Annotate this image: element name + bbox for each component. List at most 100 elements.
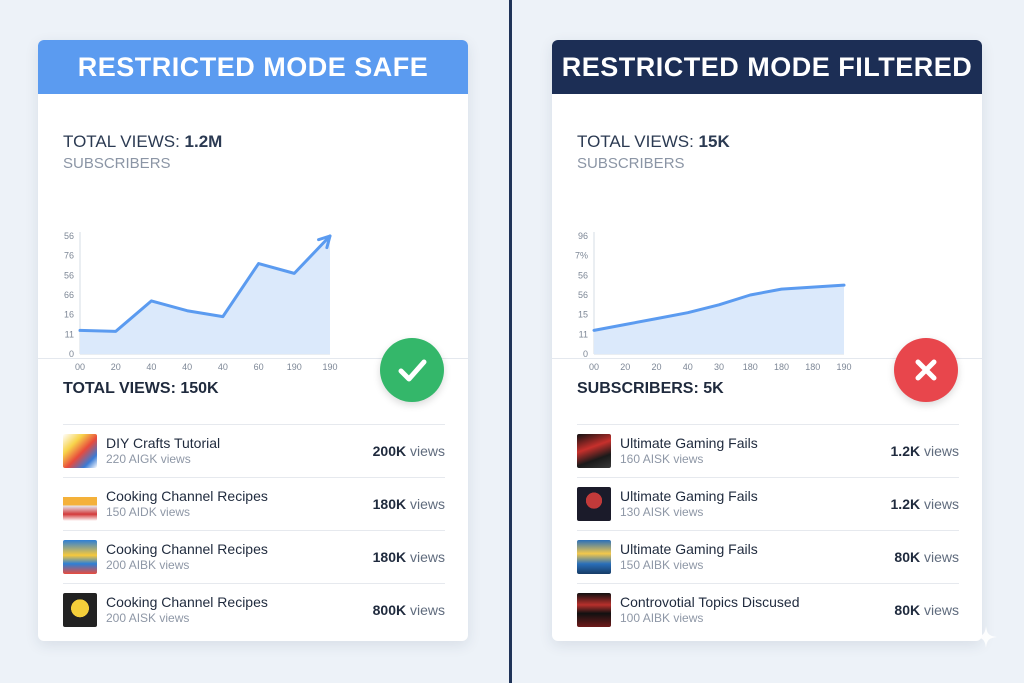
recipe-thumb-icon — [63, 487, 97, 521]
video-meta: 130 AISK views — [620, 505, 704, 519]
views-number: 80K — [894, 549, 921, 565]
list-item[interactable]: Controvotial Topics Discused 100 AIBK vie… — [577, 583, 959, 636]
list-item[interactable]: DIY Crafts Tutorial 220 AIGK views 200K vi… — [63, 424, 445, 477]
filtered-card: RESTRICTED MODE FILTERED TOTAL VIEWS: 15… — [552, 40, 982, 641]
y-tick-label: 16 — [64, 310, 74, 320]
y-tick-label: 96 — [578, 231, 588, 241]
gamer-thumb-icon — [577, 487, 611, 521]
safe-card-header: RESTRICTED MODE SAFE — [38, 40, 468, 94]
x-tick-label: 30 — [714, 362, 724, 372]
y-tick-label: 11 — [579, 329, 588, 339]
badge-thumb-icon — [63, 593, 97, 627]
x-tick-label: 180 — [805, 362, 820, 372]
video-title: Cooking Channel Recipes — [106, 541, 268, 557]
y-tick-label: 7% — [575, 251, 588, 261]
y-tick-label: 56 — [578, 290, 588, 300]
video-text: DIY Crafts Tutorial 220 AIGK views — [106, 435, 373, 467]
video-text: Controvotial Topics Discused 100 AIBK vie… — [620, 594, 894, 626]
views-number: 180K — [372, 549, 407, 565]
list-item[interactable]: Cooking Channel Recipes 200 AISK views 800… — [63, 583, 445, 636]
list-item[interactable]: Ultimate Gaming Fails 150 AIBK views 80K v… — [577, 530, 959, 583]
filtered-views-chart: 96 7% 56 56 15 11 000 20 20 40 30 180 180 180 190 — [575, 231, 852, 372]
views-number: 1.2K — [890, 496, 921, 512]
video-meta: 150 AIDK views — [106, 505, 191, 519]
views-unit: views — [406, 602, 445, 618]
subscribers-label: SUBSCRIBERS — [577, 155, 685, 172]
x-tick-label: 40 — [683, 362, 693, 372]
video-text: Cooking Channel Recipes 150 AIDK views — [106, 488, 373, 520]
list-item[interactable]: Cooking Channel Recipes 150 AIDK views 180… — [63, 477, 445, 530]
x-tick-label: 00 — [589, 362, 599, 372]
video-text: Cooking Channel Recipes 200 AISK views — [106, 594, 373, 626]
views-unit: views — [920, 443, 959, 459]
video-meta: 200 AISK views — [106, 611, 190, 625]
x-tick-label: 190 — [322, 362, 337, 372]
views-number: 200K — [372, 443, 407, 459]
video-title: Controvotial Topics Discused — [620, 594, 800, 610]
video-list: DIY Crafts Tutorial 220 AIGK views 200K vi… — [63, 424, 445, 636]
y-tick-label: 11 — [65, 329, 74, 339]
views-unit: views — [406, 549, 445, 565]
x-tick-label: 190 — [287, 362, 302, 372]
chart-series-line — [78, 234, 332, 333]
center-divider — [509, 0, 512, 683]
y-tick-label: 0 — [69, 349, 74, 359]
video-text: Ultimate Gaming Fails 160 AISK views — [620, 435, 891, 467]
y-tick-label: 56 — [64, 231, 74, 241]
total-views-label: TOTAL VIEWS: — [63, 132, 185, 151]
video-views: 180K views — [373, 549, 445, 565]
y-tick-label: 0 — [583, 349, 588, 359]
x-tick-label: 190 — [836, 362, 851, 372]
chart-area-fill — [80, 236, 330, 354]
chart-series-line — [592, 283, 846, 332]
video-text: Ultimate Gaming Fails 150 AIBK views — [620, 541, 894, 573]
views-unit: views — [920, 549, 959, 565]
x-tick-label: 180 — [774, 362, 789, 372]
y-tick-label: 56 — [64, 270, 74, 280]
total-views-label: TOTAL VIEWS: — [577, 132, 699, 151]
video-views: 200K views — [373, 443, 445, 459]
section-title: TOTAL VIEWS: 150K — [63, 380, 219, 397]
total-views-stat: TOTAL VIEWS: 15K — [577, 132, 730, 152]
video-meta: 150 AIBK views — [620, 558, 704, 572]
y-tick-label: 66 — [64, 290, 74, 300]
video-text: Ultimate Gaming Fails 130 AISK views — [620, 488, 891, 520]
video-views: 800K views — [373, 602, 445, 618]
video-meta: 100 AIBK views — [620, 611, 704, 625]
check-icon — [380, 338, 444, 402]
y-tick-label: 76 — [64, 251, 74, 261]
x-tick-label: 20 — [651, 362, 661, 372]
filtered-card-header: RESTRICTED MODE FILTERED — [552, 40, 982, 94]
list-item[interactable]: Ultimate Gaming Fails 160 AISK views 1.2K … — [577, 424, 959, 477]
craft-thumb-icon — [63, 434, 97, 468]
views-unit: views — [406, 443, 445, 459]
x-tick-label: 20 — [620, 362, 630, 372]
video-text: Cooking Channel Recipes 200 AIBK views — [106, 541, 373, 573]
list-item[interactable]: Cooking Channel Recipes 200 AIBK views 180… — [63, 530, 445, 583]
video-meta: 220 AIGK views — [106, 452, 191, 466]
video-views: 1.2K views — [891, 496, 959, 512]
views-unit: views — [920, 496, 959, 512]
video-title: Cooking Channel Recipes — [106, 594, 268, 610]
x-icon — [894, 338, 958, 402]
arrow-head-icon — [317, 234, 332, 250]
video-title: Ultimate Gaming Fails — [620, 541, 758, 557]
y-tick-label: 15 — [578, 310, 588, 320]
list-item[interactable]: Ultimate Gaming Fails 130 AISK views 1.2K … — [577, 477, 959, 530]
video-title: Cooking Channel Recipes — [106, 488, 268, 504]
game-thumb-icon — [577, 434, 611, 468]
video-views: 80K views — [894, 602, 959, 618]
x-tick-label: 60 — [254, 362, 264, 372]
topics-thumb-icon — [577, 593, 611, 627]
video-list: Ultimate Gaming Fails 160 AISK views 1.2K … — [577, 424, 959, 636]
views-number: 800K — [372, 602, 407, 618]
views-unit: views — [406, 496, 445, 512]
retro-thumb-icon — [577, 540, 611, 574]
x-tick-label: 180 — [743, 362, 758, 372]
total-views-value: 1.2M — [184, 132, 223, 151]
video-title: Ultimate Gaming Fails — [620, 488, 758, 504]
safe-views-chart: 56 76 56 66 16 11 000 20 40 40 40 60 190 190 — [64, 231, 338, 372]
section-title: SUBSCRIBERS: 5K — [577, 380, 724, 397]
views-number: 180K — [372, 496, 407, 512]
video-views: 80K views — [894, 549, 959, 565]
